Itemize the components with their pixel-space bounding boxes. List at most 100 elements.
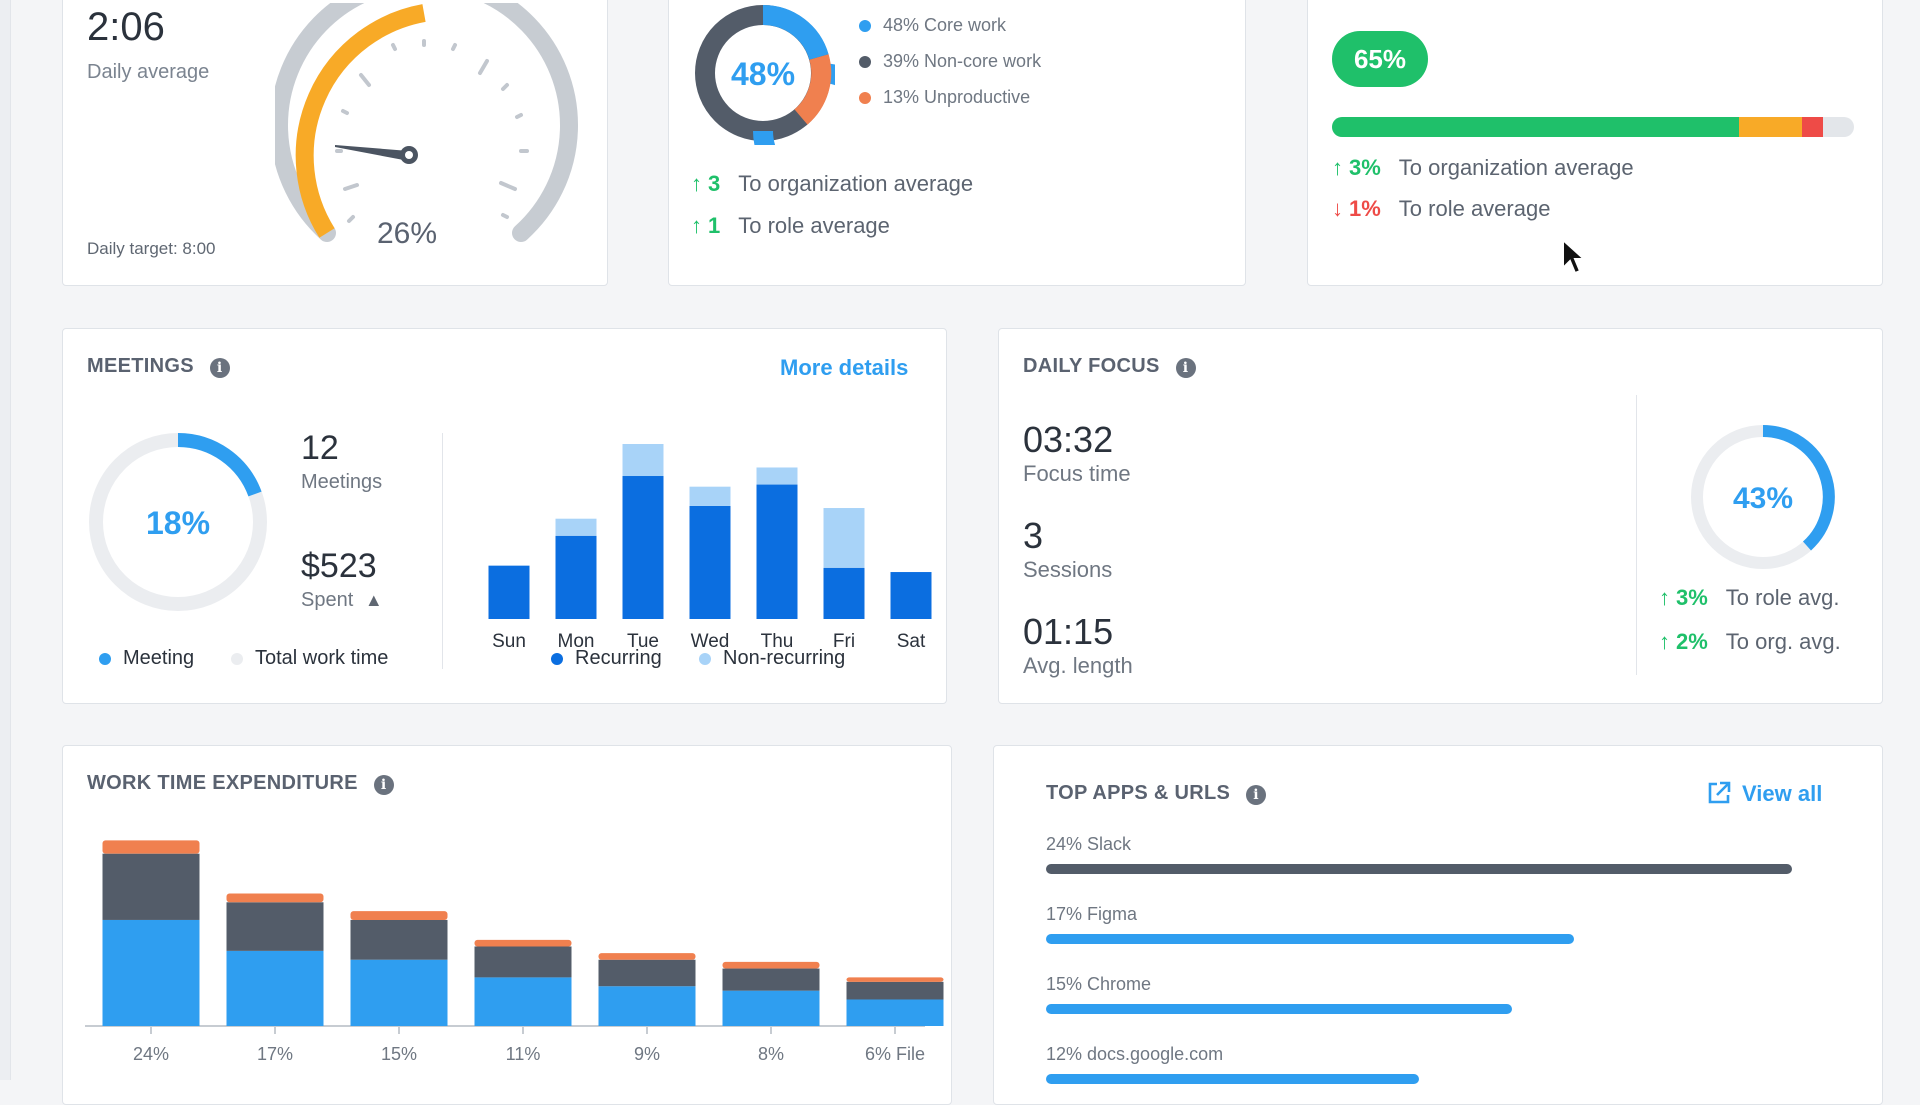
focus-role-delta-label: To role avg. — [1725, 585, 1840, 610]
non-recurring-bar-thu — [756, 467, 798, 485]
meetings-spent: $523 — [301, 547, 377, 585]
daily-focus-card: DAILY FOCUS i 03:32 Focus time 3 Session… — [998, 328, 1883, 704]
expenditure-bar-4-segment-1 — [598, 959, 696, 987]
meetings-spent-label: Spent ▲ — [301, 589, 383, 611]
work-hours-card: 2:06 Daily average Daily target: 8:00 26… — [62, 0, 608, 286]
activity-donut-label: 48% — [731, 56, 795, 92]
expenditure-bar-3-segment-0 — [474, 977, 572, 1026]
activity-role-comparison: ↑ 1 To role average — [691, 213, 890, 239]
focus-role-delta-value: 3% — [1676, 585, 1708, 610]
gauge-track — [275, 3, 578, 242]
focus-donut: 43% — [1691, 425, 1835, 569]
expenditure-bar-4-segment-0 — [598, 986, 696, 1026]
info-icon[interactable]: i — [209, 358, 230, 378]
sessions-value: 3 — [1023, 515, 1044, 556]
external-link-icon — [1708, 781, 1731, 804]
warning-icon: ▲ — [364, 590, 383, 610]
recurring-bar-tue — [622, 476, 664, 619]
work-time-expenditure-title: WORK TIME EXPENDITURE i — [87, 772, 394, 795]
info-icon[interactable]: i — [373, 775, 394, 795]
activity-legend-core: 48% Core work — [859, 15, 1006, 36]
org-delta-value: 3 — [708, 171, 721, 196]
expenditure-bar-2-segment-1 — [350, 919, 448, 960]
avg-length-label: Avg. length — [1023, 653, 1133, 678]
expenditure-chart: 24% 17% 15% 11% 9% 8% 6% File — [85, 840, 944, 1064]
app-usage-bar — [1046, 1004, 1513, 1014]
expenditure-bar-5-segment-1 — [722, 968, 820, 991]
app-usage-bar — [1046, 1074, 1419, 1084]
more-details-link[interactable]: More details — [780, 355, 909, 380]
meetings-card: MEETINGS i More details 18% 12 Meetings … — [62, 328, 947, 704]
work-hours-label: Daily average — [87, 61, 210, 83]
expenditure-tick-label: 24% — [133, 1044, 169, 1064]
app-label: 24% Slack — [1046, 834, 1132, 854]
util-org-delta-label: To organization average — [1398, 155, 1634, 180]
expenditure-bar-2-segment-2 — [350, 911, 448, 920]
expenditure-tick-label: 15% — [381, 1044, 417, 1064]
utilization-org-comparison: ↑ 3% To organization average — [1332, 155, 1634, 181]
focus-donut-label: 43% — [1733, 482, 1793, 515]
recurring-bar-wed — [689, 505, 731, 619]
utilization-role-comparison: ↓ 1% To role average — [1332, 196, 1550, 222]
donut-core-work — [762, 4, 829, 61]
daily-focus-title: DAILY FOCUS i — [1023, 355, 1196, 378]
focus-divider — [1636, 395, 1637, 675]
expenditure-bar-1-segment-1 — [226, 902, 324, 951]
focus-org-delta-label: To org. avg. — [1725, 629, 1841, 654]
expenditure-bar-0-segment-0 — [102, 919, 200, 1026]
util-org-delta-value: 3% — [1349, 155, 1381, 180]
legend-recurring: Recurring — [551, 647, 662, 670]
recurring-bar-thu — [756, 484, 798, 619]
view-all-link[interactable]: View all — [1706, 780, 1822, 807]
app-label: 15% Chrome — [1046, 974, 1152, 994]
work-hours-gauge: 26% — [275, 3, 578, 250]
focus-time-label: Focus time — [1023, 461, 1131, 486]
meetings-donut: 18% — [89, 433, 267, 611]
recurring-bar-sun — [488, 565, 530, 619]
activity-legend-noncore: 39% Non-core work — [859, 51, 1041, 72]
expenditure-tick-label: 6% File — [865, 1044, 925, 1064]
expenditure-bar-6-segment-1 — [846, 981, 944, 1000]
activity-org-comparison: ↑ 3 To organization average — [691, 171, 973, 197]
meetings-donut-progress — [177, 433, 262, 497]
focus-donut-progress — [1762, 425, 1835, 551]
daily-target: Daily target: 8:00 — [87, 239, 216, 258]
expenditure-bar-1-segment-0 — [226, 950, 324, 1026]
meetings-count: 12 — [301, 429, 339, 467]
gauge-progress — [295, 4, 426, 238]
meetings-donut-label: 18% — [146, 505, 210, 541]
gauge-needle — [335, 145, 409, 161]
expenditure-bar-2-segment-0 — [350, 959, 448, 1026]
focus-role-comparison: ↑ 3% To role avg. — [1659, 585, 1840, 611]
util-role-delta-label: To role average — [1398, 196, 1551, 221]
arrow-up-icon: ↑ — [691, 213, 702, 238]
role-delta-value: 1 — [708, 213, 721, 238]
utilization-bar-orange — [1739, 117, 1802, 137]
non-core-work-dot — [859, 56, 871, 69]
sessions-label: Sessions — [1023, 557, 1113, 582]
utilization-card: 65% ↑ 3% To organization average ↓ 1% To rol… — [1307, 0, 1883, 286]
info-icon[interactable]: i — [1175, 358, 1196, 378]
non-recurring-bar-wed — [689, 486, 731, 506]
day-label-wed: Wed — [691, 631, 730, 652]
info-icon[interactable]: i — [1246, 785, 1267, 805]
day-label-sun: Sun — [492, 631, 526, 652]
expenditure-bar-5-segment-2 — [722, 961, 820, 969]
left-edge — [0, 0, 11, 1080]
gauge-percent: 26% — [377, 217, 437, 250]
meetings-divider — [442, 433, 443, 669]
recurring-bar-fri — [823, 567, 865, 619]
activity-donut: 48% — [695, 4, 835, 145]
day-label-mon: Mon — [558, 631, 595, 652]
non-recurring-bar-fri — [823, 508, 865, 568]
focus-org-comparison: ↑ 2% To org. avg. — [1659, 629, 1841, 655]
top-apps-card: TOP APPS & URLS i View all 24% Slack 17% … — [993, 745, 1883, 1105]
day-label-fri: Fri — [833, 631, 855, 652]
expenditure-bar-1-segment-2 — [226, 893, 324, 903]
top-apps-title: TOP APPS & URLS i — [1046, 782, 1267, 805]
utilization-bar-red — [1801, 117, 1823, 137]
expenditure-bar-0-segment-1 — [102, 853, 200, 920]
non-recurring-bar-tue — [622, 444, 664, 477]
focus-time-value: 03:32 — [1023, 419, 1114, 460]
app-label: 17% Figma — [1046, 904, 1138, 924]
